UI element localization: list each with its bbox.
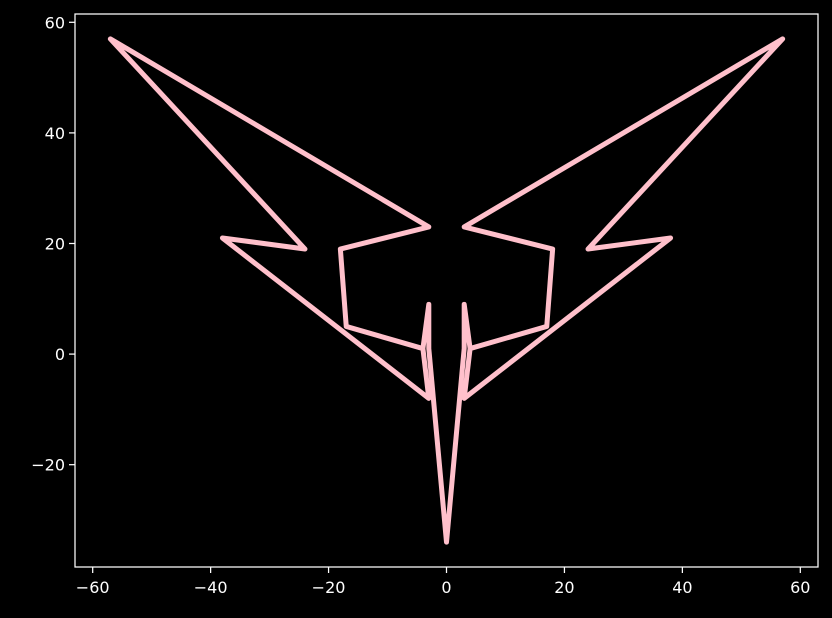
axes: −60 −40 −20 0 20 40 60 −20 0 20 40 60	[31, 13, 819, 597]
x-tick-label: 60	[790, 578, 810, 597]
x-tick-label: 40	[672, 578, 692, 597]
series-line-0	[107, 36, 786, 545]
y-tick-label: 60	[45, 13, 65, 32]
plot-area	[107, 36, 786, 545]
x-tick-label: −20	[312, 578, 346, 597]
y-tick-label: −20	[31, 456, 65, 475]
x-tick-label: −60	[76, 578, 110, 597]
y-tick-label: 0	[55, 345, 65, 364]
x-tick-label: 0	[441, 578, 451, 597]
x-tick-label: −40	[194, 578, 228, 597]
y-tick-label: 20	[45, 234, 65, 253]
x-tick-label: 20	[554, 578, 574, 597]
y-tick-label: 40	[45, 124, 65, 143]
